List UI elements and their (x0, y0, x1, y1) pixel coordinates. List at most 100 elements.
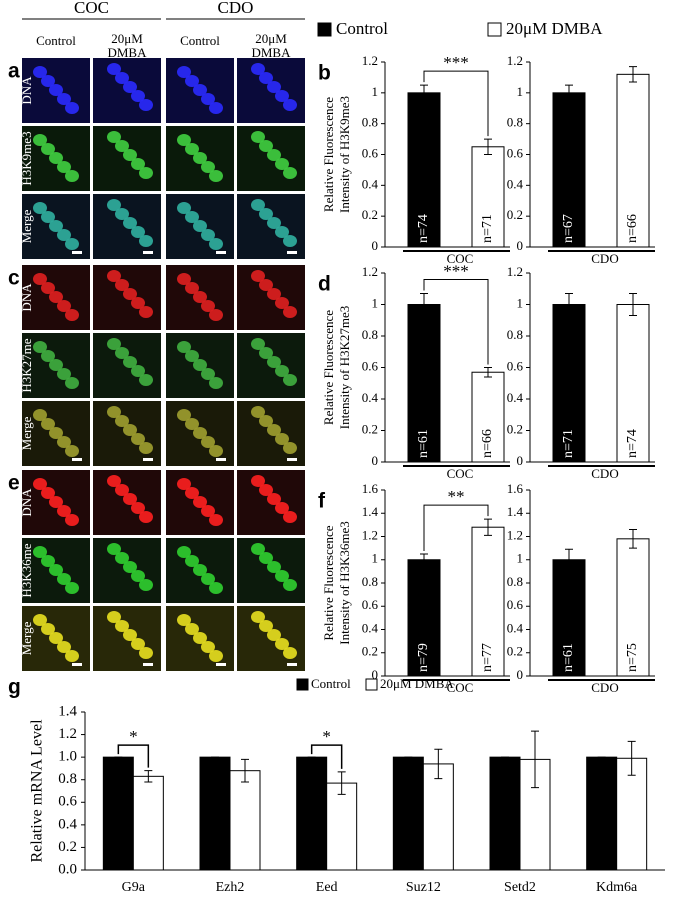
chromosome (201, 505, 215, 517)
row-label: Merge (19, 621, 34, 655)
error-bar (629, 66, 637, 83)
x-tick-label: Suz12 (406, 880, 441, 895)
group-label: CDO (591, 680, 618, 695)
y-tick-label: 0.2 (362, 421, 378, 436)
chromosome (115, 552, 129, 564)
chromosome (193, 84, 207, 96)
error-bar (565, 292, 573, 317)
y-axis-label: Relative Fluorescence (321, 97, 336, 212)
chromosome (107, 131, 121, 143)
chromosome (49, 152, 63, 164)
chromosome (259, 484, 273, 496)
bar (102, 756, 134, 871)
y-tick-label: 0.8 (362, 574, 378, 589)
chromosome (185, 623, 199, 635)
chromosome (65, 170, 79, 182)
x-tick-label: Setd2 (504, 880, 536, 895)
chromosome (209, 170, 223, 182)
y-axis-label: Intensity of H3K27me3 (337, 306, 352, 429)
chromosome (107, 270, 121, 282)
y-tick-label: 0 (372, 238, 379, 253)
error-bar (629, 529, 637, 549)
chromosome (251, 199, 265, 211)
chromosome (259, 140, 273, 152)
chromosome (57, 368, 71, 380)
y-tick-label: 1 (372, 84, 379, 99)
chromosome (193, 427, 207, 439)
y-tick-label: 0.2 (507, 207, 523, 222)
chromosome (107, 338, 121, 350)
bar (616, 304, 650, 463)
chromosome (123, 81, 137, 93)
chromosome (251, 63, 265, 75)
chromosome (275, 297, 289, 309)
legend-swatch (365, 678, 378, 691)
chromosome (185, 487, 199, 499)
chromosome (115, 279, 129, 291)
chromosome (65, 650, 79, 662)
significance-label: ** (448, 487, 465, 506)
chromosome (57, 300, 71, 312)
group-label: COC (447, 466, 474, 481)
bar (407, 92, 441, 248)
chromosome (107, 406, 121, 418)
chromosome (259, 347, 273, 359)
chromosome (177, 134, 191, 146)
chromosome (131, 638, 145, 650)
chromosome (33, 134, 47, 146)
group-label: COC (74, 0, 109, 17)
chromosome (283, 511, 297, 523)
chromosome (49, 84, 63, 96)
chromosome (131, 158, 145, 170)
chromosome (139, 235, 153, 247)
x-tick-label: Ezh2 (216, 880, 245, 895)
chromosome (283, 99, 297, 111)
y-axis-label: Relative Fluorescence (321, 310, 336, 425)
error-bar (565, 84, 573, 102)
chromosome (201, 161, 215, 173)
chromosome (49, 632, 63, 644)
significance-bracket (423, 504, 489, 551)
chromosome (57, 229, 71, 241)
bar (326, 782, 358, 871)
column-label: DMBA (251, 45, 291, 60)
chromosome (177, 202, 191, 214)
chromosome (283, 306, 297, 318)
bar-label: n=74 (416, 214, 431, 243)
error-bar (241, 758, 249, 783)
chromosome (65, 377, 79, 389)
chromosome (33, 273, 47, 285)
error-bar (420, 84, 428, 102)
error-bar (434, 748, 443, 780)
chromosome (107, 475, 121, 487)
x-tick-label: Kdm6a (596, 880, 638, 895)
chromosome (65, 445, 79, 457)
chromosome (177, 478, 191, 490)
scale-bar (216, 458, 226, 461)
bar (422, 763, 454, 871)
error-bar (420, 553, 428, 567)
chromosome (185, 350, 199, 362)
chromosome (33, 546, 47, 558)
chromosome (283, 374, 297, 386)
chromosome (41, 211, 55, 223)
chromosome (209, 102, 223, 114)
bar-label: n=79 (416, 643, 431, 672)
panel-letter: e (8, 472, 20, 495)
chromosome (123, 288, 137, 300)
chromosome (193, 359, 207, 371)
y-tick-label: 0 (372, 667, 379, 682)
chromosome (115, 347, 129, 359)
y-tick-label: 0.4 (507, 390, 524, 405)
y-tick-label: 0.6 (362, 145, 379, 160)
chromosome (209, 445, 223, 457)
group-label: CDO (218, 0, 254, 17)
y-tick-label: 1.6 (507, 481, 524, 496)
panel-letter: c (8, 267, 20, 290)
legend-swatch (317, 22, 332, 37)
chromosome (177, 546, 191, 558)
chromosome (259, 208, 273, 220)
chromosome (49, 220, 63, 232)
chromosome (275, 365, 289, 377)
